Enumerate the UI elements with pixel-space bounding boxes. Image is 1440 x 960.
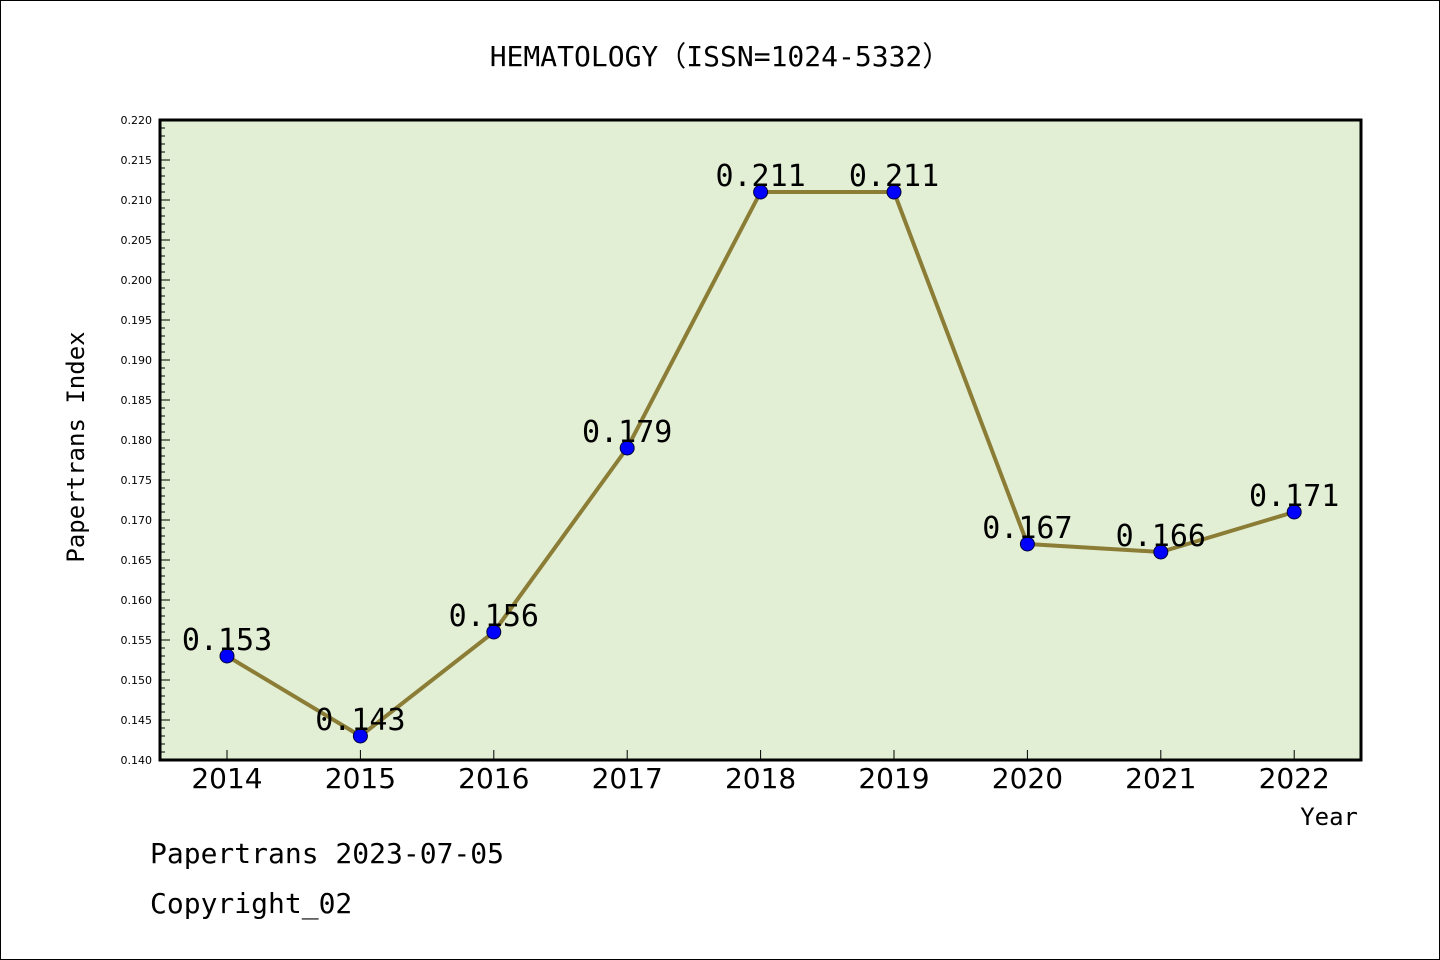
data-label-layer: 0.153 0.143 0.156 0.179 0.211 0.211 0.167 0.166…: [182, 159, 1340, 738]
y-tick-label: 0.190: [121, 354, 153, 367]
y-tick-label: 0.145: [121, 714, 153, 727]
data-point: [219, 648, 235, 664]
data-label: 0.156: [449, 599, 539, 634]
data-label: 0.143: [315, 703, 405, 738]
chart-title: HEMATOLOGY（ISSN=1024-5332）: [490, 40, 951, 73]
data-point: [352, 728, 368, 744]
data-point: [886, 184, 902, 200]
data-label: 0.179: [582, 415, 672, 450]
data-label: 0.166: [1116, 519, 1206, 554]
y-tick-label: 0.160: [121, 594, 153, 607]
y-tick-label: 0.175: [121, 474, 153, 487]
x-tick-label: 2019: [858, 762, 929, 795]
data-label: 0.211: [715, 159, 805, 194]
x-tick-label: 2015: [325, 762, 396, 795]
data-point: [1019, 536, 1035, 552]
y-tick-label: 0.215: [121, 154, 153, 167]
y-tick-label: 0.170: [121, 514, 153, 527]
y-tick-label: 0.150: [121, 674, 153, 687]
x-tick-label: 2022: [1259, 762, 1330, 795]
y-axis: 0.140 0.145 0.150 0.155 0.160 0.165 0.170 0.175…: [121, 114, 170, 767]
x-tick-label: 2020: [992, 762, 1063, 795]
x-tick-label: 2021: [1125, 762, 1196, 795]
data-label: 0.171: [1249, 479, 1339, 514]
data-point: [1153, 544, 1169, 560]
y-tick-label: 0.200: [121, 274, 153, 287]
data-label: 0.153: [182, 623, 272, 658]
y-tick-label: 0.210: [121, 194, 153, 207]
x-tick-label: 2014: [191, 762, 262, 795]
marker-layer: [219, 184, 1302, 744]
y-tick-label: 0.205: [121, 234, 153, 247]
data-point: [1286, 504, 1302, 520]
y-tick-label: 0.185: [121, 394, 153, 407]
y-tick-label: 0.195: [121, 314, 153, 327]
y-axis-label: Papertrans Index: [62, 331, 90, 562]
plot-border: [158, 118, 1363, 762]
y-tick-label: 0.165: [121, 554, 153, 567]
footer-copyright: Copyright_02: [150, 887, 352, 921]
data-point: [619, 440, 635, 456]
x-tick-label: 2017: [592, 762, 663, 795]
y-tick-label: 0.140: [121, 754, 153, 767]
y-tick-label: 0.155: [121, 634, 153, 647]
x-axis-label: Year: [1300, 803, 1358, 831]
data-label: 0.211: [849, 159, 939, 194]
x-tick-label: 2016: [458, 762, 529, 795]
data-point: [753, 184, 769, 200]
plot-area: [160, 120, 1361, 760]
y-tick-label: 0.180: [121, 434, 153, 447]
footer-date: Papertrans 2023-07-05: [150, 837, 504, 870]
data-point: [486, 624, 502, 640]
x-axis: 2014 2015 2016 2017 2018 2019 2020 2021 2022: [191, 750, 1330, 795]
x-tick-label: 2018: [725, 762, 796, 795]
data-label: 0.167: [982, 511, 1072, 546]
y-tick-label: 0.220: [121, 114, 153, 127]
